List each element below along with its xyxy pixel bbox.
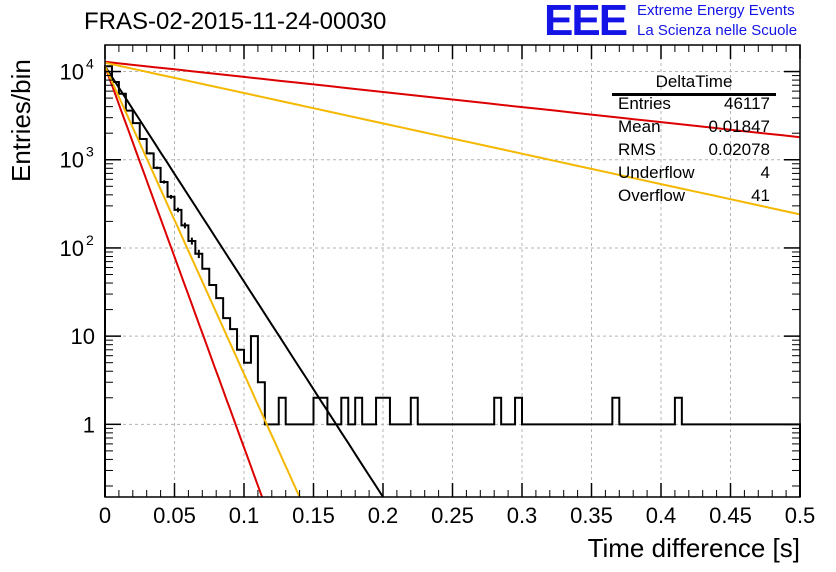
stats-key: RMS: [618, 140, 656, 159]
x-tick-label: 0.5: [785, 503, 816, 528]
x-tick-label: 0.25: [431, 503, 474, 528]
x-tick-label: 0.45: [709, 503, 752, 528]
logo-line-2: La Scienza nelle Scuole: [637, 22, 798, 39]
y-tick-label: 10: [60, 148, 84, 173]
y-axis-label: Entries/bin: [6, 59, 36, 182]
y-tick-exponent: 4: [86, 56, 94, 72]
histogram-deltatime: [104, 65, 801, 497]
plot-area: [105, 45, 800, 497]
x-tick-label: 0: [99, 503, 111, 528]
fit-curve: [104, 60, 801, 139]
stats-key: Entries: [618, 94, 671, 113]
stats-key: Mean: [618, 117, 661, 136]
x-tick-label: 0.3: [507, 503, 538, 528]
x-tick-label: 0.05: [153, 503, 196, 528]
y-tick-label: 10: [60, 60, 84, 85]
fit-curve: [104, 61, 801, 216]
stats-value: 0.02078: [708, 140, 770, 159]
y-tick-label: 10: [71, 324, 95, 349]
stats-value: 4: [760, 163, 770, 182]
x-tick-label: 0.1: [229, 503, 260, 528]
x-tick-label: 0.2: [368, 503, 399, 528]
logo-line-1: Extreme Energy Events: [637, 2, 795, 19]
y-tick-label: 1: [83, 412, 95, 437]
y-tick-label: 10: [60, 236, 84, 261]
fit-curve: [104, 65, 264, 498]
x-tick-label: 0.15: [292, 503, 335, 528]
eee-logo: EEE: [544, 0, 628, 45]
y-tick-exponent: 3: [86, 144, 94, 160]
stats-value: 46117: [723, 94, 770, 113]
stats-key: Overflow: [618, 186, 686, 205]
x-tick-label: 0.4: [646, 503, 677, 528]
x-tick-label: 0.35: [570, 503, 613, 528]
stats-value: 41: [751, 186, 770, 205]
stats-value: 0.01847: [708, 117, 770, 136]
fit-curve: [104, 65, 384, 498]
x-axis-label: Time difference [s]: [587, 533, 800, 563]
chart-title: FRAS-02-2015-11-24-00030: [84, 8, 387, 35]
stats-title: DeltaTime: [612, 72, 776, 96]
stats-key: Underflow: [618, 163, 695, 182]
fit-curve: [104, 65, 301, 498]
y-tick-exponent: 2: [86, 232, 94, 248]
